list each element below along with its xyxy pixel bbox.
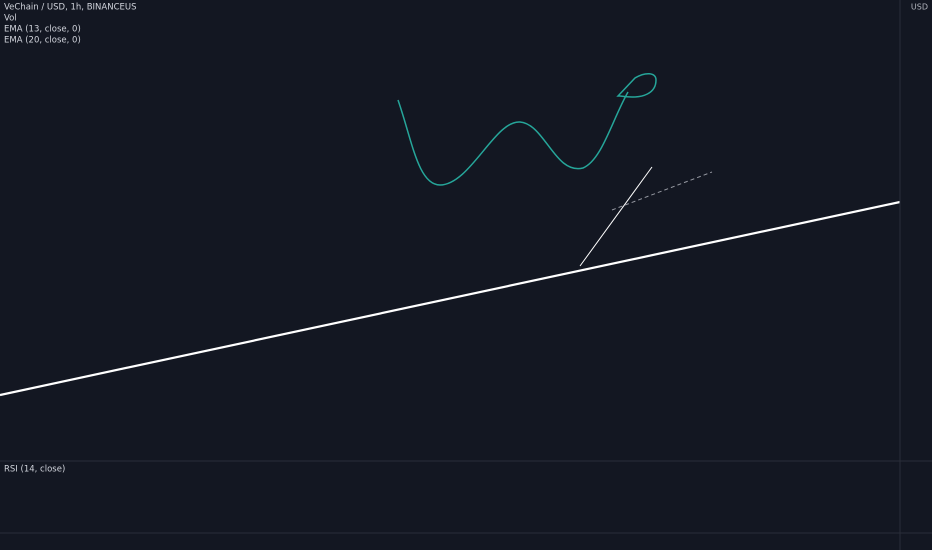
ema-legend: EMA (13, close, 0) <box>4 25 81 35</box>
symbol-title: VeChain / USD, 1h, BINANCEUS <box>4 3 137 13</box>
arrow-head <box>616 73 657 98</box>
projection-arrow <box>397 91 629 186</box>
volume-legend: Vol <box>4 14 17 24</box>
currency: USD <box>911 3 928 12</box>
rsi-legend: RSI (14, close) <box>4 465 65 475</box>
wedge-dashed <box>611 171 713 211</box>
wedge-line <box>579 166 653 267</box>
trendline <box>0 200 901 397</box>
ema-legend: EMA (20, close, 0) <box>4 36 81 46</box>
